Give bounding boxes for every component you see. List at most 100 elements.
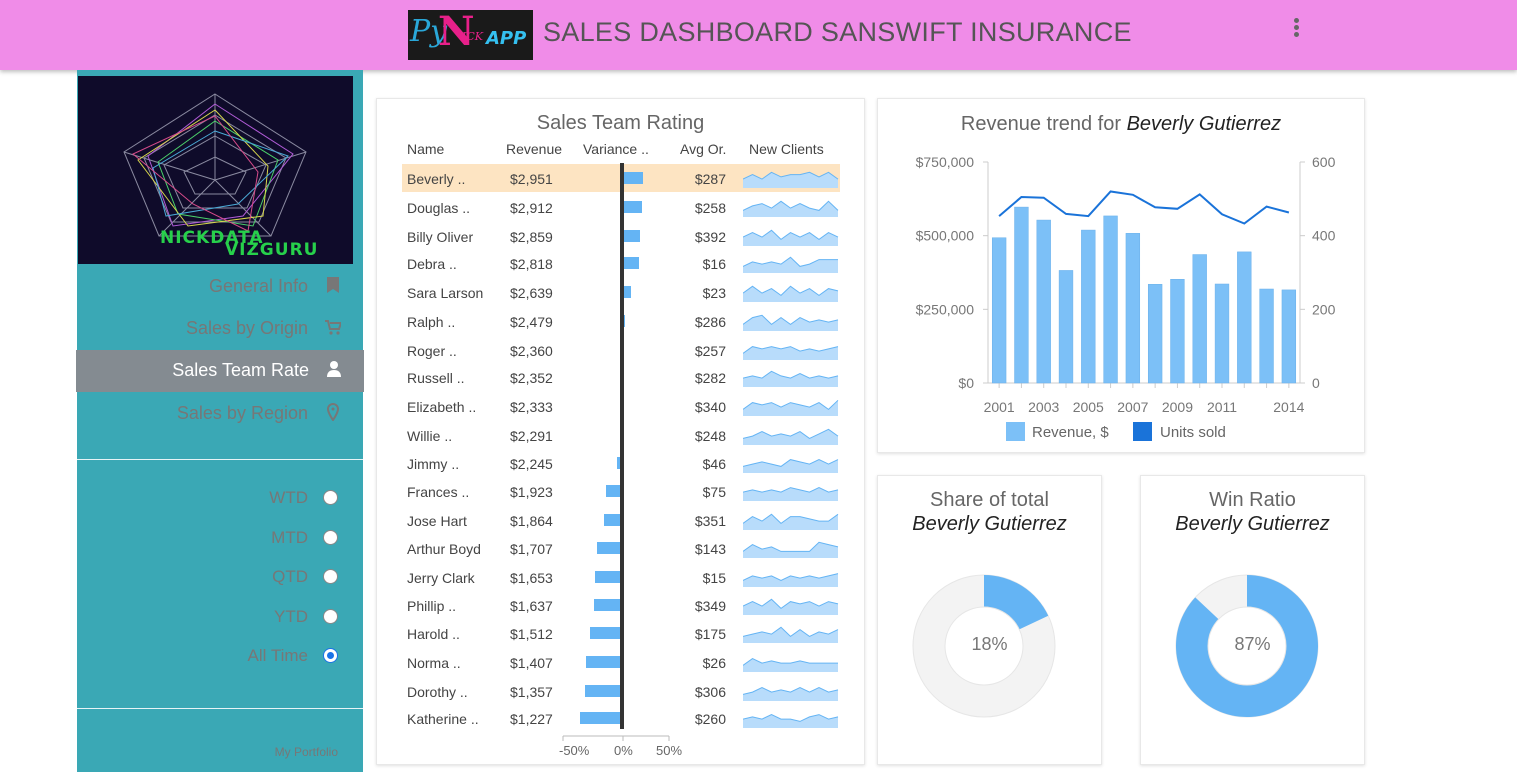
revenue-bar [1281, 289, 1297, 384]
row-name: Jimmy .. [407, 456, 460, 472]
share-person: Beverly Gutierrez [912, 513, 1067, 535]
y-tick-label: $250,000 [916, 301, 975, 317]
row-revenue: $1,357 [510, 684, 553, 700]
variance-bar [623, 257, 639, 269]
table-row[interactable]: Harold .. $1,512 $175 [402, 619, 840, 647]
new-clients-sparkline [743, 229, 839, 246]
col-new-clients[interactable]: New Clients [749, 141, 824, 157]
revenue-bar [1214, 283, 1230, 384]
table-row[interactable]: Willie .. $2,291 $248 [402, 421, 840, 449]
row-name: Sara Larson [407, 285, 484, 301]
table-row[interactable]: Frances .. $1,923 $75 [402, 477, 840, 505]
row-avg-order: $143 [694, 541, 726, 557]
radio-wtd[interactable] [323, 490, 338, 505]
table-row[interactable]: Billy Oliver $2,859 $392 [402, 222, 840, 250]
new-clients-sparkline [743, 200, 839, 217]
y2-tick-label: 600 [1312, 154, 1336, 170]
radio-all-time[interactable] [323, 648, 338, 663]
nav-sales-team-rate[interactable]: Sales Team Rate [76, 350, 364, 392]
table-row[interactable]: Katherine .. $1,227 $260 [402, 704, 840, 732]
row-revenue: $2,360 [510, 343, 553, 359]
new-clients-sparkline [743, 370, 839, 387]
period-ytd[interactable]: YTD [77, 603, 363, 633]
portfolio-link[interactable]: My Portfolio [274, 745, 338, 759]
nav-sales-by-region[interactable]: Sales by Region [77, 393, 363, 435]
win-person: Beverly Gutierrez [1175, 513, 1330, 535]
new-clients-sparkline [743, 687, 839, 701]
row-avg-order: $282 [694, 370, 726, 386]
table-row[interactable]: Dorothy .. $1,357 $306 [402, 677, 840, 705]
legend-units[interactable]: Units sold [1133, 422, 1226, 441]
row-name: Harold .. [407, 626, 460, 642]
radio-mtd[interactable] [323, 530, 338, 545]
new-clients-sparkline [743, 399, 839, 416]
variance-bar [586, 656, 621, 668]
row-avg-order: $351 [694, 513, 726, 529]
variance-axis-label: 0% [614, 743, 633, 758]
row-avg-order: $287 [694, 171, 726, 187]
row-revenue: $1,653 [510, 570, 553, 586]
nav-sales-by-origin[interactable]: Sales by Origin [77, 308, 363, 350]
new-clients-sparkline [743, 459, 839, 473]
row-revenue: $2,291 [510, 428, 553, 444]
table-row[interactable]: Arthur Boyd $1,707 $143 [402, 534, 840, 562]
legend-revenue[interactable]: Revenue, $ [1006, 422, 1109, 441]
y-tick-label: $500,000 [916, 228, 975, 244]
row-avg-order: $23 [702, 285, 726, 301]
donut-value-segment [984, 575, 1049, 630]
row-name: Ralph .. [407, 314, 456, 330]
table-row[interactable]: Phillip .. $1,637 $349 [402, 591, 840, 619]
share-value: 18% [971, 634, 1008, 654]
new-clients-sparkline [743, 346, 839, 360]
table-row[interactable]: Norma .. $1,407 $26 [402, 648, 840, 676]
variance-axis [562, 735, 670, 741]
row-avg-order: $306 [694, 684, 726, 700]
period-all-time[interactable]: All Time [77, 642, 363, 672]
more-vert-icon[interactable] [1288, 16, 1304, 42]
row-revenue: $2,333 [510, 399, 553, 415]
row-avg-order: $340 [694, 399, 726, 415]
table-row[interactable]: Russell .. $2,352 $282 [402, 363, 840, 391]
new-clients-sparkline [743, 513, 839, 530]
share-title: Share of total [930, 489, 1049, 511]
sales-team-title: Sales Team Rating [536, 112, 705, 134]
table-row[interactable]: Jose Hart $1,864 $351 [402, 506, 840, 534]
col-name[interactable]: Name [407, 141, 445, 157]
sidebar: NICKDATA VIZGURU General Info Sales by O… [76, 70, 364, 772]
new-clients-sparkline [743, 658, 838, 672]
col-variance[interactable]: Variance .. [583, 141, 649, 157]
col-avg-order[interactable]: Avg Or. [680, 141, 727, 157]
radio-ytd[interactable] [323, 609, 338, 624]
row-revenue: $2,352 [510, 370, 553, 386]
row-name: Jose Hart [407, 513, 467, 529]
table-row[interactable]: Sara Larson $2,639 $23 [402, 278, 840, 306]
table-row[interactable]: Debra .. $2,818 $16 [402, 249, 840, 277]
table-row[interactable]: Jimmy .. $2,245 $46 [402, 449, 840, 477]
row-avg-order: $248 [694, 428, 726, 444]
sidebar-divider [77, 459, 363, 460]
variance-bar [589, 627, 621, 639]
new-clients-sparkline [743, 256, 838, 273]
table-row[interactable]: Ralph .. $2,479 $286 [402, 307, 840, 335]
table-row[interactable]: Jerry Clark $1,653 $15 [402, 563, 840, 591]
period-mtd[interactable]: MTD [77, 524, 363, 554]
new-clients-sparkline [743, 541, 839, 558]
radio-qtd[interactable] [323, 569, 338, 584]
nav-general-info[interactable]: General Info [77, 266, 363, 308]
row-revenue: $2,951 [510, 171, 553, 187]
x-tick-label: 2005 [1073, 399, 1104, 415]
table-row[interactable]: Douglas .. $2,912 $258 [402, 193, 840, 221]
period-qtd[interactable]: QTD [77, 563, 363, 593]
donut-value-segment [1176, 575, 1318, 717]
revenue-bar [1058, 270, 1074, 384]
period-wtd[interactable]: WTD [77, 484, 363, 514]
table-row[interactable]: Elizabeth .. $2,333 $340 [402, 392, 840, 420]
row-avg-order: $16 [702, 256, 726, 272]
col-revenue[interactable]: Revenue [506, 141, 563, 157]
row-avg-order: $260 [694, 711, 726, 727]
new-clients-sparkline [743, 573, 839, 587]
table-row[interactable]: Roger .. $2,360 $257 [402, 336, 840, 364]
win-title: Win Ratio [1209, 489, 1296, 511]
row-name: Beverly .. [407, 171, 466, 187]
win-value: 87% [1234, 634, 1271, 654]
